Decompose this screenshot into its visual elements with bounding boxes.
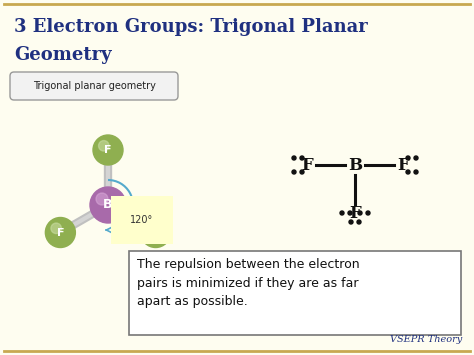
Circle shape	[300, 156, 304, 160]
FancyBboxPatch shape	[10, 72, 178, 100]
Circle shape	[406, 170, 410, 174]
Circle shape	[51, 223, 62, 234]
Circle shape	[340, 211, 344, 215]
Text: Geometry: Geometry	[14, 46, 111, 64]
Circle shape	[406, 156, 410, 160]
Text: 120°: 120°	[130, 215, 153, 225]
Circle shape	[146, 223, 157, 234]
FancyBboxPatch shape	[129, 251, 461, 335]
Text: F: F	[104, 145, 112, 155]
Circle shape	[90, 187, 126, 223]
Circle shape	[141, 218, 171, 247]
Circle shape	[93, 135, 123, 165]
Circle shape	[46, 218, 75, 247]
Text: F: F	[56, 228, 64, 237]
Text: B: B	[348, 157, 362, 174]
Circle shape	[357, 220, 361, 224]
Circle shape	[348, 211, 352, 215]
Circle shape	[358, 211, 362, 215]
Circle shape	[414, 156, 418, 160]
Text: F: F	[301, 157, 313, 174]
Text: F: F	[152, 228, 159, 237]
Text: The repulsion between the electron
pairs is minimized if they are as far
apart a: The repulsion between the electron pairs…	[137, 258, 360, 308]
Text: Trigonal planar geometry: Trigonal planar geometry	[33, 81, 155, 91]
Circle shape	[414, 170, 418, 174]
Circle shape	[292, 156, 296, 160]
Text: F: F	[349, 204, 361, 222]
Text: B: B	[103, 198, 113, 212]
Text: VSEPR Theory: VSEPR Theory	[390, 335, 462, 344]
Circle shape	[300, 170, 304, 174]
Circle shape	[99, 141, 109, 151]
Circle shape	[292, 170, 296, 174]
Text: F: F	[397, 157, 409, 174]
Circle shape	[349, 220, 353, 224]
Text: 3 Electron Groups: Trigonal Planar: 3 Electron Groups: Trigonal Planar	[14, 18, 368, 36]
Circle shape	[366, 211, 370, 215]
Circle shape	[96, 193, 108, 205]
